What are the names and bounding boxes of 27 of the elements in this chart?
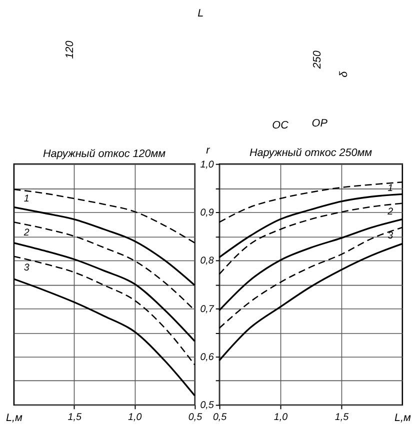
text: 120 [64,40,76,59]
series-label: 2 [22,227,30,238]
series-label: 2 [386,206,394,218]
text: ОР [312,117,328,130]
y-tick-label: 0,9 [200,207,214,218]
x-tick-label: 1,0 [274,412,288,424]
x-tick-label: 1,5 [68,412,82,424]
series-label: 3 [24,262,30,274]
text: δ [338,70,350,78]
chart-title: Наружный откос 120мм [42,148,166,160]
x-tick-label: 0,5 [212,412,228,424]
x-tick-label: 0,5 [188,412,203,424]
y-tick-label: 1,0 [200,159,214,170]
y-tick-label: 0,7 [200,304,214,315]
x-axis-title: L,м [6,412,24,424]
y-axis-title: r [206,144,210,157]
x-axis-title: L,м [394,412,412,424]
text: L [198,7,204,20]
y-tick-label: 0,5 [200,400,214,412]
chart-title: Наружный откос 250мм [249,146,373,159]
text: ОС [272,119,289,132]
y-tick-label: 0,6 [200,352,214,364]
y-tick-label: 0,8 [200,256,214,267]
text: 250 [312,50,324,70]
x-tick-label: 1,0 [128,412,142,424]
series-label: 1 [24,193,30,204]
x-tick-label: 1,5 [334,412,350,424]
